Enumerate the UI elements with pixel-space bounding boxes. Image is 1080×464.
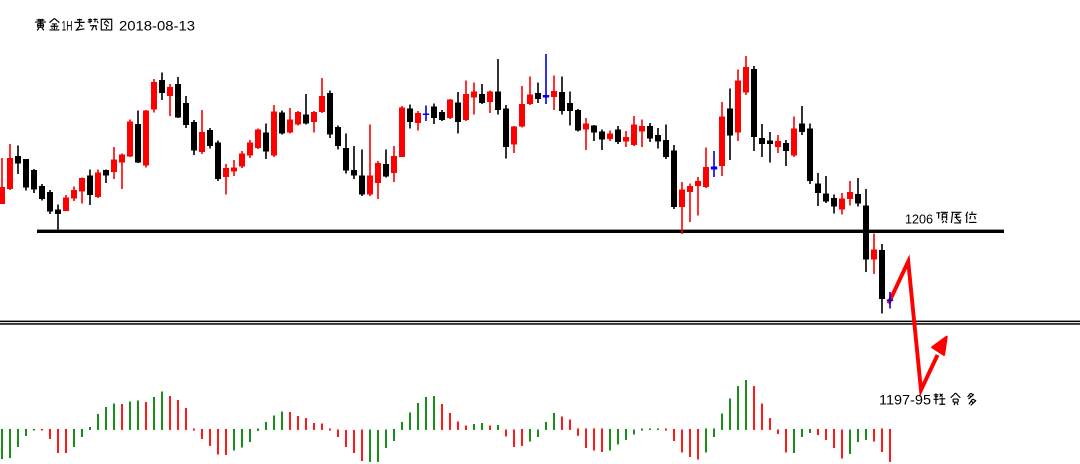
svg-text:1H: 1H <box>62 19 73 34</box>
svg-text:2018-08-13: 2018-08-13 <box>119 19 195 34</box>
svg-text:1197-95: 1197-95 <box>879 392 931 408</box>
svg-text:1206: 1206 <box>905 211 933 226</box>
